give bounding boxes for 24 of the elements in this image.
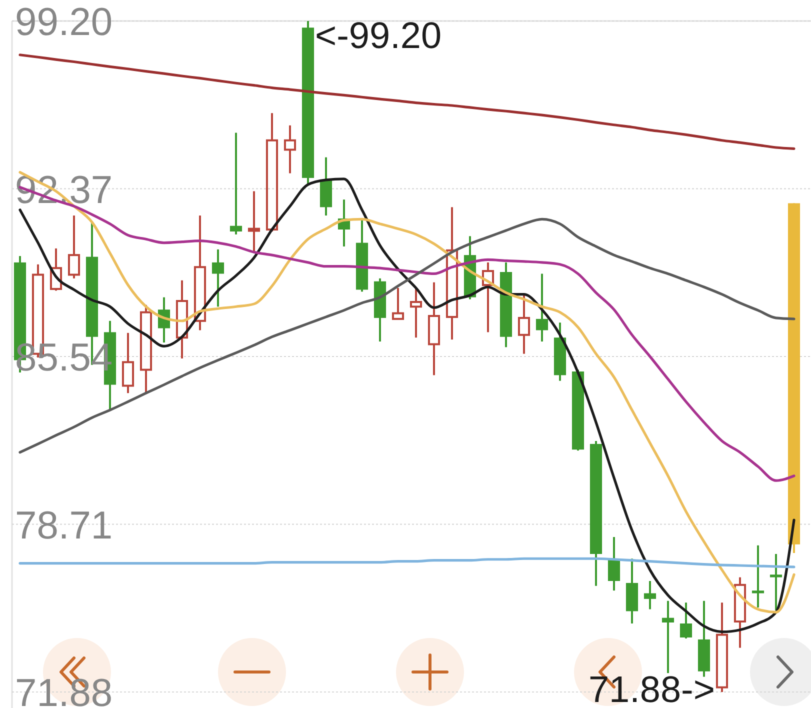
candlestick [410, 286, 422, 339]
y-tick-label: 99.20 [15, 1, 113, 44]
candlestick [518, 293, 530, 355]
line-series [18, 218, 796, 454]
candlestick [680, 602, 692, 640]
candlestick [662, 600, 674, 674]
candlestick [770, 552, 782, 612]
y-tick-label: 78.71 [15, 504, 113, 548]
candlestick [536, 272, 548, 343]
annotation: <-99.20 [315, 15, 442, 56]
candlestick [194, 214, 206, 332]
candlestick [176, 279, 188, 360]
candlestick [446, 206, 458, 341]
candlestick [392, 286, 404, 320]
candlestick [644, 580, 656, 610]
candlestick [608, 536, 620, 592]
candlestick [230, 132, 242, 236]
candlestick [428, 281, 440, 376]
line-series [18, 54, 796, 150]
candlestick [212, 248, 224, 308]
candlestick [752, 544, 764, 609]
annotation: 71.88-> [588, 669, 715, 708]
candlestick [284, 124, 296, 174]
y-tick-label: 71.88 [15, 672, 113, 708]
